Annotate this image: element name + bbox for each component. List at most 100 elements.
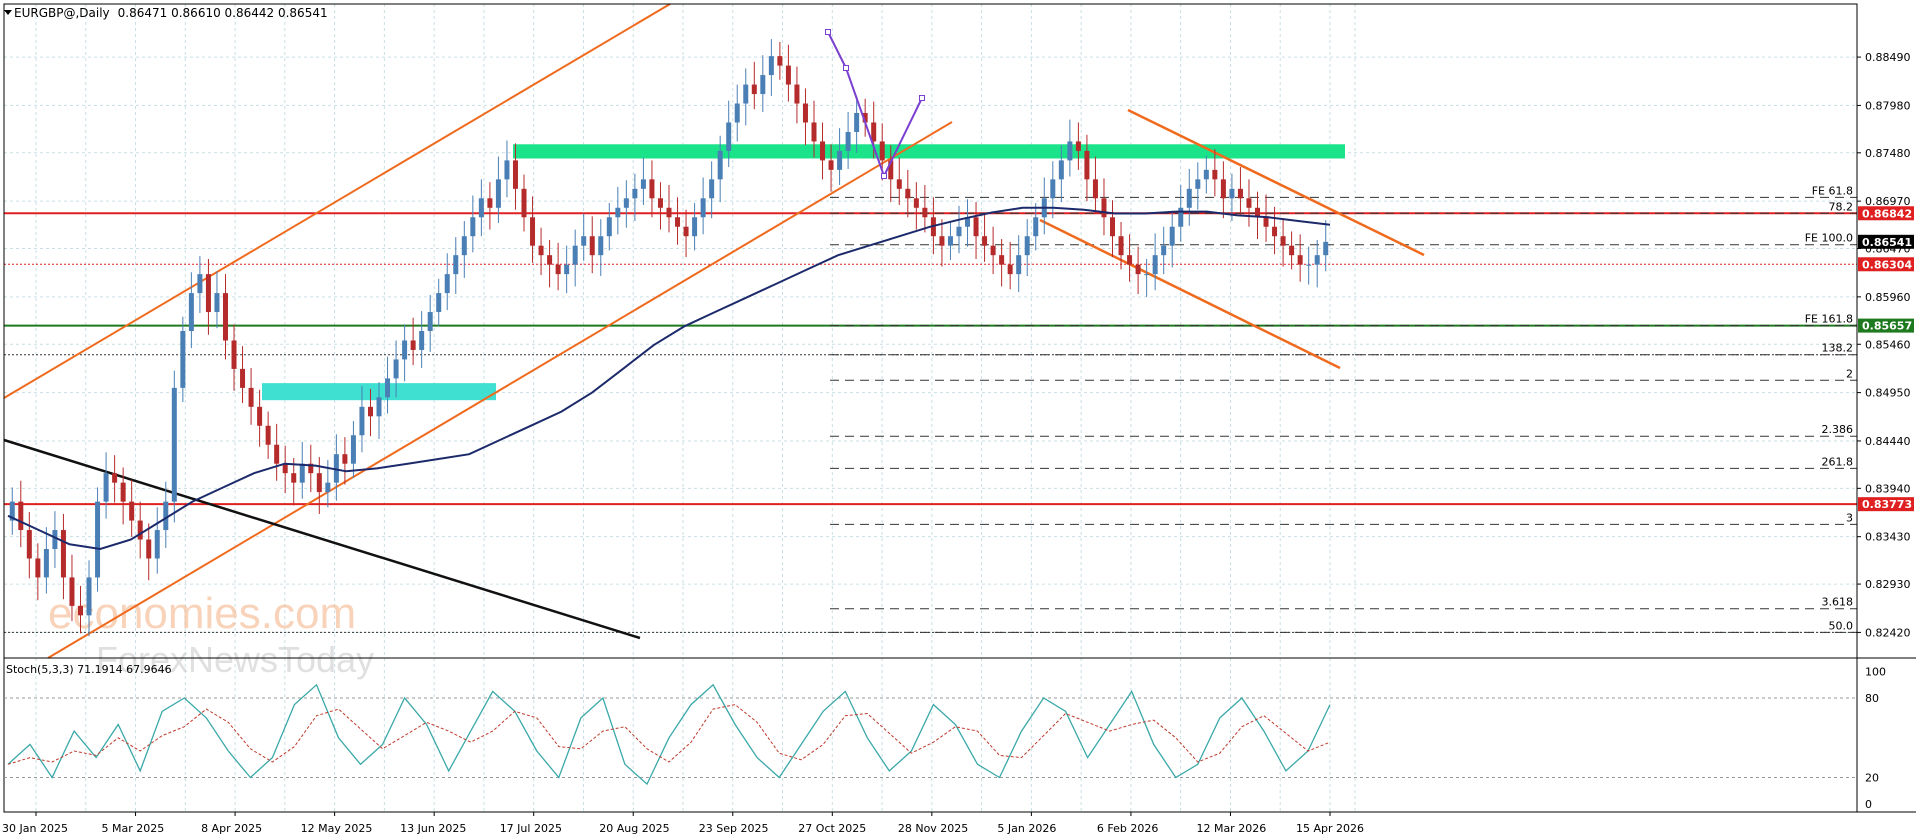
x-tick-label: 30 Jan 2025	[2, 822, 68, 835]
candle-body	[120, 482, 126, 502]
candle-body	[521, 188, 527, 218]
x-tick-label: 23 Sep 2025	[699, 822, 769, 835]
candle-body	[1161, 245, 1167, 256]
collapse-arrow-icon[interactable]	[4, 10, 12, 15]
candle-body	[188, 293, 194, 331]
candle-body	[299, 463, 305, 483]
candle-body	[333, 454, 339, 483]
channel-lower-line	[47, 121, 953, 659]
candle-body	[845, 131, 851, 151]
fib-label: 2	[1846, 367, 1853, 380]
candle-body	[512, 160, 518, 189]
price-tag-label: 0.85657	[1862, 320, 1912, 333]
candle-body	[862, 113, 868, 123]
price-tag	[1858, 497, 1914, 512]
falling-channel-upper	[1127, 108, 1425, 257]
wave-point	[881, 173, 887, 179]
candle-body	[726, 122, 732, 151]
candle-body	[26, 530, 32, 559]
candle-body	[436, 293, 442, 313]
candle-body	[197, 274, 203, 294]
fib-label: 3.618	[1822, 596, 1854, 609]
candle-body	[60, 530, 66, 578]
candle-body	[1186, 188, 1192, 208]
candle-body	[1152, 255, 1158, 275]
y-tick-label: 0.82420	[1865, 626, 1911, 639]
candle-body	[615, 207, 621, 218]
candle-body	[649, 179, 655, 199]
candle-body	[350, 435, 356, 464]
stoch-label: Stoch(5,3,3) 71.1914 67.9646	[6, 663, 172, 676]
y-tick-label: 0.87980	[1865, 99, 1911, 112]
candle-body	[1110, 217, 1116, 237]
x-tick-label: 5 Jan 2026	[997, 822, 1056, 835]
candle-body	[367, 406, 373, 417]
symbol-label: EURGBP@,Daily	[14, 6, 110, 20]
candle-body	[888, 160, 894, 180]
fib-label: 3	[1846, 511, 1853, 524]
candle-body	[896, 179, 902, 189]
candle-body	[1203, 169, 1209, 180]
fibonacci-levels: FE 61.8 78.2 FE 100.0 FE 161.8 138.2 2 2.386 26…	[830, 184, 1857, 633]
candle-body	[1178, 207, 1184, 227]
candle-body	[205, 274, 211, 313]
candle-body	[52, 530, 58, 549]
candle-body	[666, 207, 672, 218]
y-tick-label: 0.88490	[1865, 51, 1911, 64]
candle-body	[965, 217, 971, 227]
watermark-brand: economies.com	[48, 589, 356, 638]
wave-line	[827, 31, 923, 179]
y-tick-label: 0.86970	[1865, 195, 1911, 208]
candle-body	[69, 577, 75, 606]
candle-body	[871, 122, 877, 142]
candle-body	[692, 217, 698, 237]
channel-upper-line	[3, 3, 671, 399]
candle-body	[1212, 169, 1218, 180]
candle-body	[760, 75, 766, 95]
price-tag	[1858, 257, 1914, 272]
candle-body	[453, 255, 459, 275]
candle-body	[1118, 236, 1124, 256]
candle-body	[291, 473, 297, 483]
candle-body	[86, 577, 92, 616]
candle-body	[879, 141, 885, 161]
candle-body	[504, 160, 510, 180]
candle-body	[1255, 207, 1261, 218]
candle-body	[657, 198, 663, 208]
falling-channel-lower	[1039, 218, 1341, 370]
candle-body	[214, 293, 220, 313]
candle-body	[1024, 236, 1030, 256]
candle-body	[103, 473, 109, 502]
candle-body	[999, 255, 1005, 265]
candle-body	[939, 236, 945, 246]
candle-body	[555, 264, 561, 275]
long-term-downtrend	[3, 438, 641, 640]
axes: 0.884900.879800.874800.869700.864700.859…	[2, 3, 1916, 835]
price-tag-label: 0.86842	[1862, 207, 1912, 220]
y-tick-label: 0.85960	[1865, 291, 1911, 304]
candle-body	[1297, 255, 1303, 265]
candle-body	[1127, 255, 1133, 265]
candles	[9, 39, 1329, 637]
ohlc-label: 0.86471 0.86610 0.86442 0.86541	[118, 6, 328, 20]
candle-body	[9, 501, 15, 521]
x-tick-label: 12 May 2025	[301, 822, 373, 835]
candle-body	[1237, 188, 1243, 199]
candle-body	[828, 160, 834, 170]
stochastic-pane: 100 80 20 0	[4, 666, 1886, 811]
stoch-tick-label: 0	[1865, 798, 1872, 811]
y-tick-label: 0.85460	[1865, 338, 1911, 351]
y-tick-label: 0.87480	[1865, 147, 1911, 160]
price-tag	[1858, 234, 1914, 249]
candle-body	[1058, 160, 1064, 180]
candle-body	[1306, 264, 1312, 266]
candle-body	[112, 473, 118, 483]
candle-body	[547, 255, 553, 265]
x-tick-label: 17 Jul 2025	[500, 822, 562, 835]
candle-body	[675, 217, 681, 227]
candle-body	[393, 359, 399, 379]
fib-label: 2.386	[1822, 423, 1854, 436]
candle-body	[282, 463, 288, 474]
candle-body	[683, 226, 689, 237]
